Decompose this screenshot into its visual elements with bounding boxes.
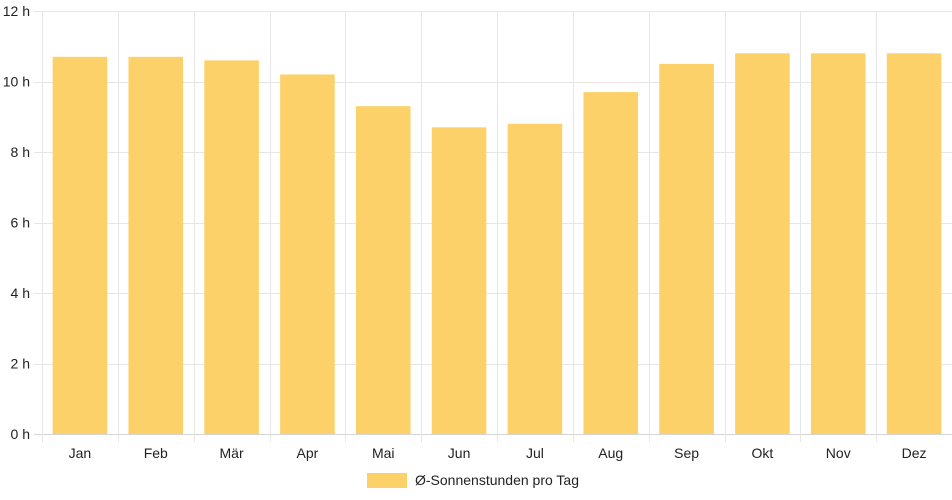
bar-series (52, 53, 942, 435)
bar-dez[interactable] (886, 53, 942, 435)
legend-label: Ø-Sonnenstunden pro Tag (415, 472, 579, 488)
bar-jan[interactable] (52, 56, 108, 434)
legend-swatch (367, 472, 407, 488)
y-tick-label: 8 h (11, 144, 30, 160)
x-axis-ticks: Jan Feb Mär Apr Mai Jun Jul Aug Sep Okt Nov Dez (69, 445, 927, 461)
legend[interactable]: Ø-Sonnenstunden pro Tag (0, 472, 952, 488)
y-tick-label: 2 h (11, 356, 30, 372)
bar-mai[interactable] (355, 106, 411, 435)
y-axis-ticks: 0 h 2 h 4 h 6 h 8 h 10 h 12 h (3, 3, 30, 442)
bar-nov[interactable] (810, 53, 866, 435)
x-tick-label: Jan (69, 445, 92, 461)
y-tick-label: 0 h (11, 426, 30, 442)
x-tick-label: Jul (526, 445, 544, 461)
x-tick-label: Sep (674, 445, 699, 461)
bar-jun[interactable] (431, 127, 487, 434)
x-tick-label: Dez (902, 445, 927, 461)
bar-sep[interactable] (659, 63, 714, 434)
y-tick-label: 4 h (11, 285, 30, 301)
y-tick-label: 6 h (11, 215, 30, 231)
y-tick-label: 12 h (3, 3, 30, 19)
bar-feb[interactable] (128, 56, 184, 434)
x-tick-label: Okt (752, 445, 774, 461)
bar-apr[interactable] (280, 74, 335, 434)
x-tick-label: Jun (448, 445, 471, 461)
bar-okt[interactable] (735, 53, 790, 435)
bar-mär[interactable] (204, 60, 259, 434)
bar-jul[interactable] (507, 123, 563, 435)
y-tick-label: 10 h (3, 74, 30, 90)
x-tick-label: Aug (598, 445, 623, 461)
grid-lines (34, 11, 952, 442)
x-tick-label: Mai (372, 445, 395, 461)
bar-aug[interactable] (583, 92, 639, 434)
x-tick-label: Mär (220, 445, 244, 461)
x-tick-label: Feb (144, 445, 168, 461)
x-tick-label: Nov (826, 445, 851, 461)
x-tick-label: Apr (297, 445, 319, 461)
